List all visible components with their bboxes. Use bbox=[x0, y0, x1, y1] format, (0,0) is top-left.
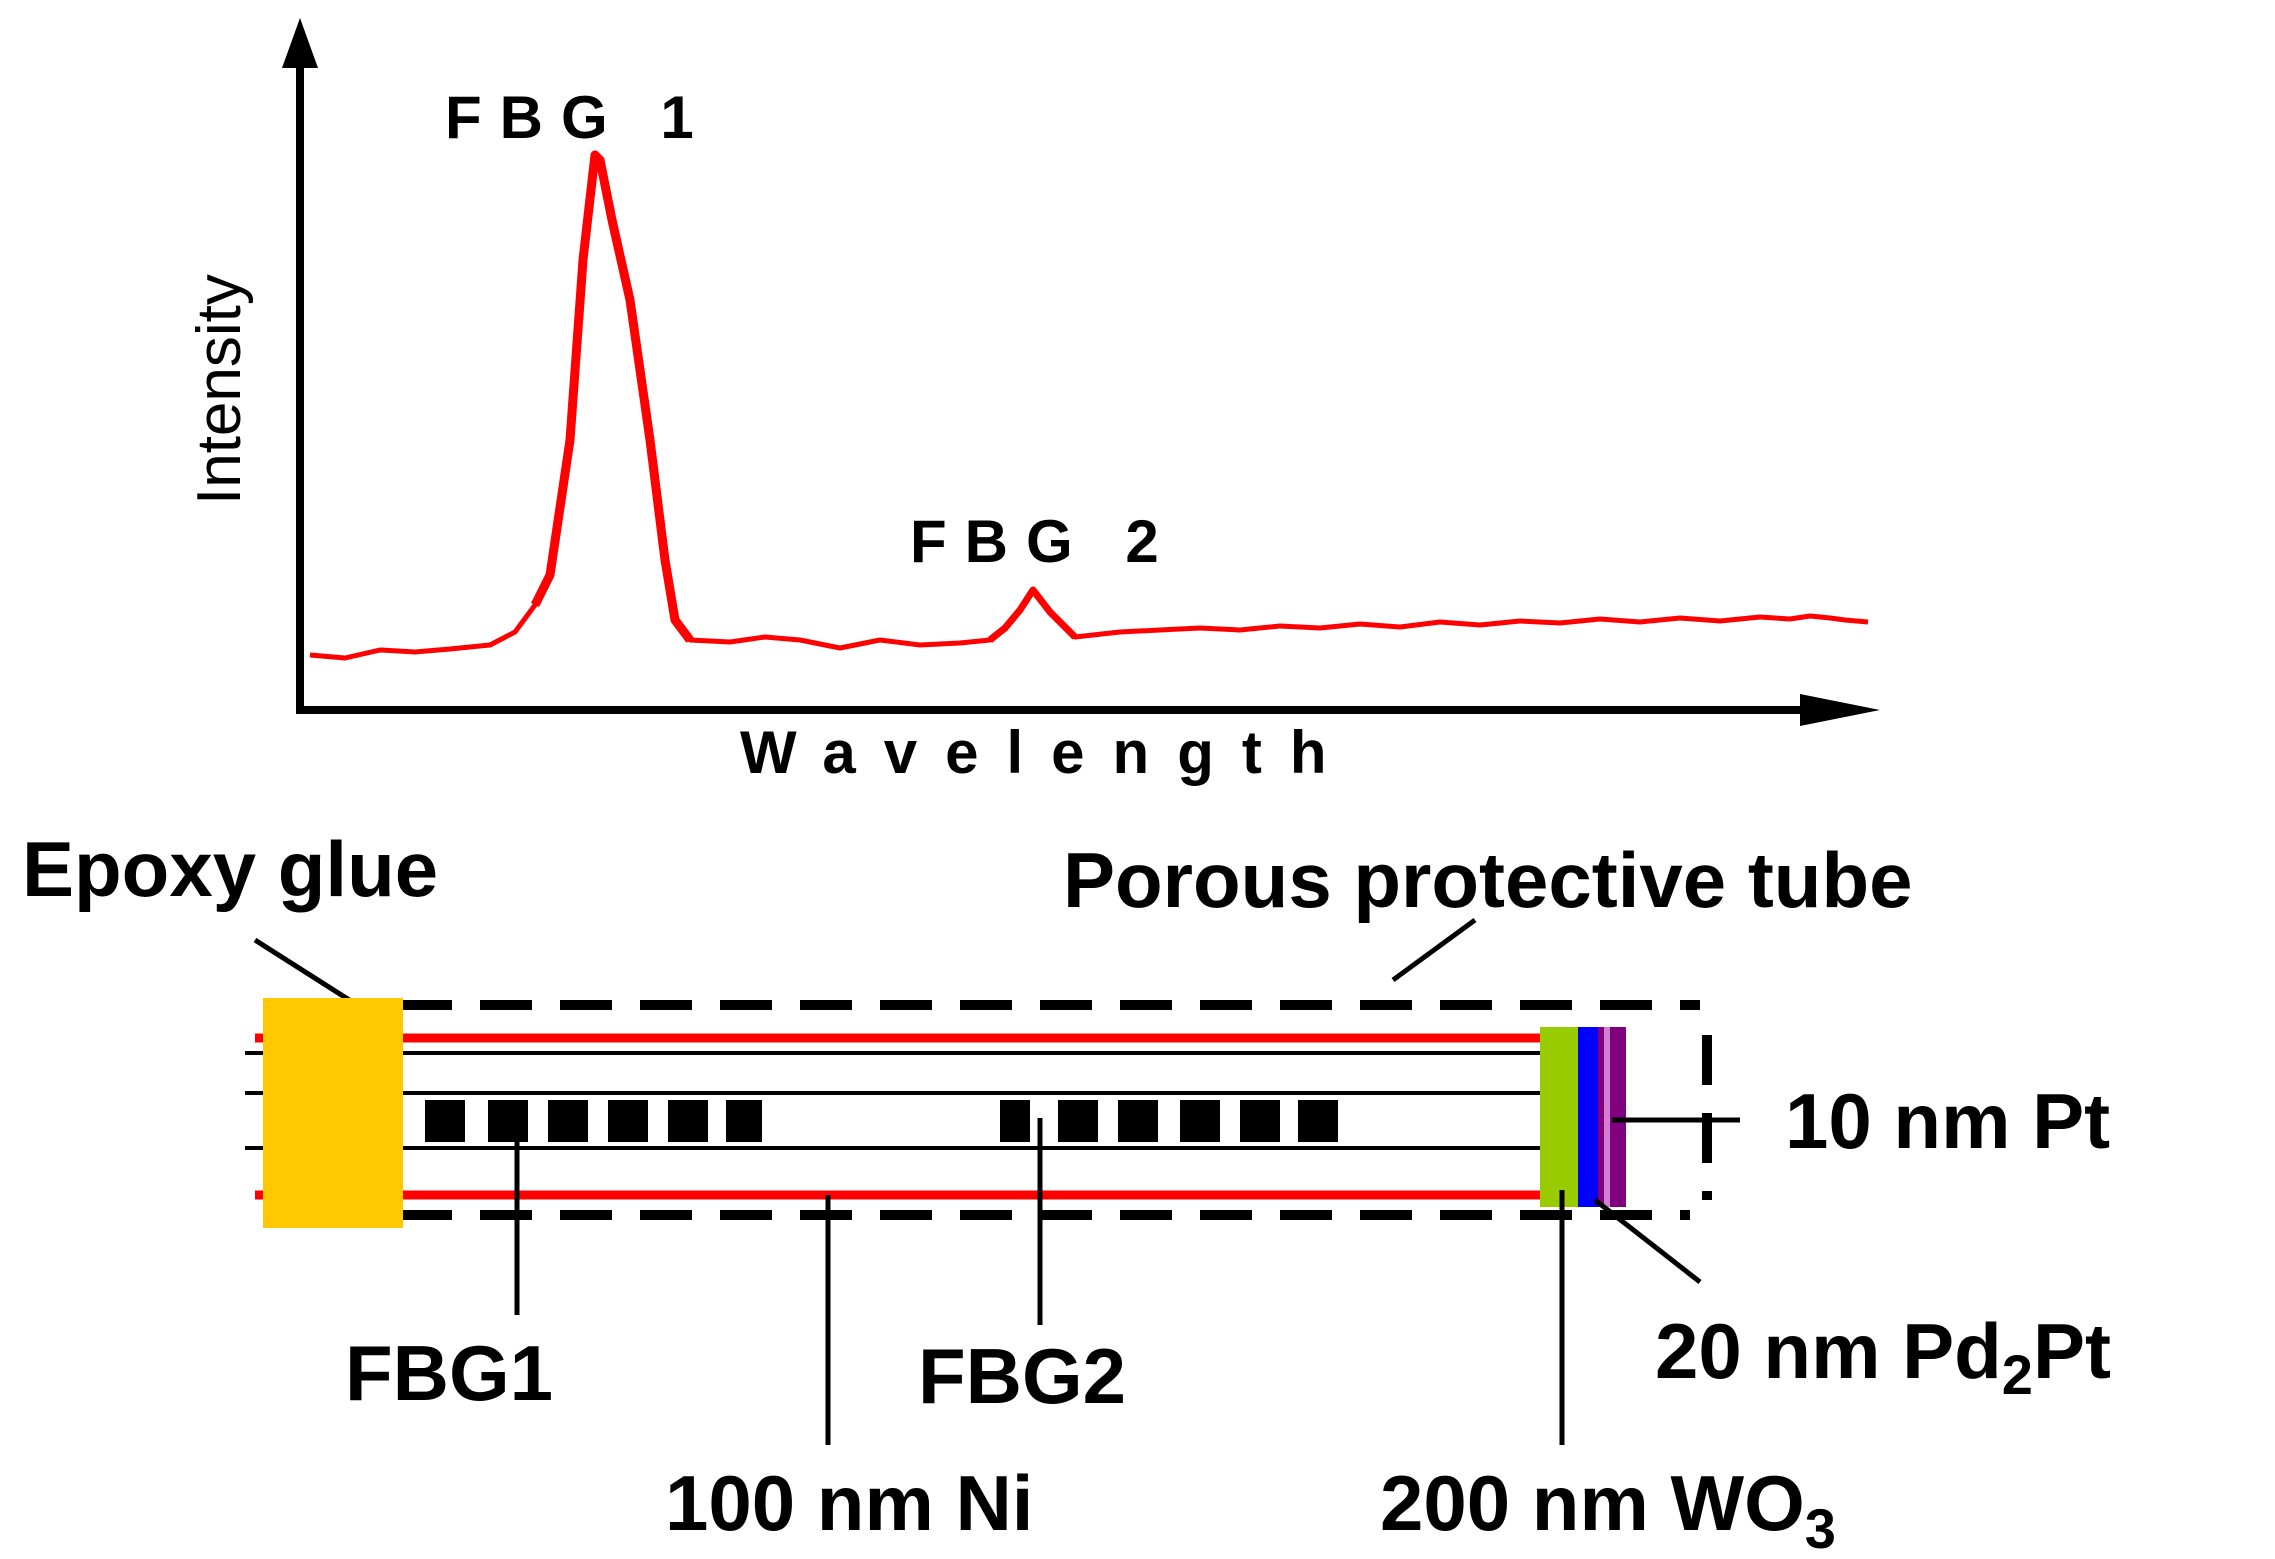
peak-label-fbg1: FBG 1 bbox=[445, 84, 712, 151]
label-wo3: 200 nm WO3 bbox=[1380, 1459, 1836, 1559]
pd2pt-layer bbox=[1578, 1027, 1598, 1207]
leader-pd2pt bbox=[1593, 1198, 1702, 1284]
epoxy-glue-block bbox=[263, 998, 403, 1228]
label-wo3-main: 200 nm WO bbox=[1380, 1459, 1805, 1547]
y-axis-label: Intensity bbox=[185, 274, 254, 505]
label-pd2pt-main: 20 nm Pd bbox=[1655, 1307, 2002, 1395]
label-pd2pt-end: Pt bbox=[2033, 1307, 2111, 1395]
y-axis-arrow-icon bbox=[282, 18, 318, 68]
spectrum-plot: FBG 1 FBG 2 Intensity Wavelength bbox=[185, 18, 1880, 786]
label-fbg1: FBG1 bbox=[345, 1329, 553, 1417]
label-epoxy-glue: Epoxy glue bbox=[22, 825, 438, 913]
label-fbg2: FBG2 bbox=[918, 1332, 1126, 1420]
x-axis-arrow-icon bbox=[1800, 694, 1880, 726]
sensor-schematic: Epoxy glue Porous protective tube bbox=[22, 825, 2111, 1559]
fbg2-peak-highlight bbox=[987, 586, 1078, 643]
leader-tube bbox=[1391, 917, 1477, 983]
fbg1-peak-highlight bbox=[530, 150, 694, 643]
pt-layer-edge bbox=[1604, 1027, 1610, 1207]
fbg2-grating bbox=[1000, 1100, 1338, 1142]
pt-layer bbox=[1598, 1027, 1626, 1207]
label-pd2pt-sub: 2 bbox=[2002, 1343, 2033, 1406]
fbg1-grating bbox=[425, 1100, 762, 1142]
label-pt: 10 nm Pt bbox=[1785, 1077, 2110, 1165]
x-axis-label: Wavelength bbox=[740, 719, 1354, 786]
label-ni: 100 nm Ni bbox=[665, 1459, 1033, 1547]
wo3-layer bbox=[1540, 1027, 1578, 1207]
label-pd2pt: 20 nm Pd2Pt bbox=[1655, 1307, 2111, 1406]
label-wo3-sub: 3 bbox=[1805, 1497, 1836, 1559]
label-porous-tube: Porous protective tube bbox=[1063, 836, 1912, 924]
peak-label-fbg2: FBG 2 bbox=[910, 508, 1177, 575]
